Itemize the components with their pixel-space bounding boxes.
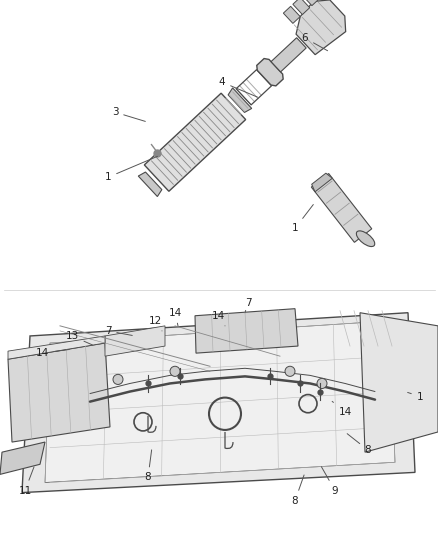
Polygon shape [144,93,245,191]
Polygon shape [105,326,165,356]
Text: 3: 3 [111,107,145,122]
Polygon shape [295,0,345,55]
Text: 14: 14 [211,311,225,326]
Polygon shape [311,174,371,243]
Text: 4: 4 [218,77,257,97]
Text: 1: 1 [291,205,313,233]
Polygon shape [302,0,318,6]
Ellipse shape [356,231,374,247]
Polygon shape [292,0,309,14]
Polygon shape [228,88,251,112]
Text: 9: 9 [321,467,338,496]
Polygon shape [138,172,162,197]
Polygon shape [45,321,394,482]
Polygon shape [194,309,297,353]
Text: 8: 8 [291,475,304,506]
Text: 1: 1 [407,392,422,401]
Polygon shape [22,313,414,492]
Text: 14: 14 [332,401,351,417]
Text: 13: 13 [65,331,92,345]
Polygon shape [8,343,110,442]
Circle shape [316,378,326,389]
Text: 1: 1 [104,156,157,182]
Circle shape [170,366,180,376]
Text: 14: 14 [168,308,181,326]
Text: 12: 12 [148,316,162,331]
Polygon shape [256,59,283,86]
Text: 8: 8 [346,434,371,455]
Text: 7: 7 [104,326,132,336]
Text: 8: 8 [145,450,151,482]
Polygon shape [283,6,300,23]
Polygon shape [359,313,437,452]
Polygon shape [0,442,45,474]
Polygon shape [8,336,105,359]
Circle shape [113,374,123,384]
Text: 6: 6 [301,33,327,51]
Text: 7: 7 [244,297,251,313]
Circle shape [284,366,294,376]
Polygon shape [270,38,305,72]
Text: 11: 11 [18,467,34,496]
Text: 14: 14 [35,348,69,358]
Polygon shape [311,173,332,192]
